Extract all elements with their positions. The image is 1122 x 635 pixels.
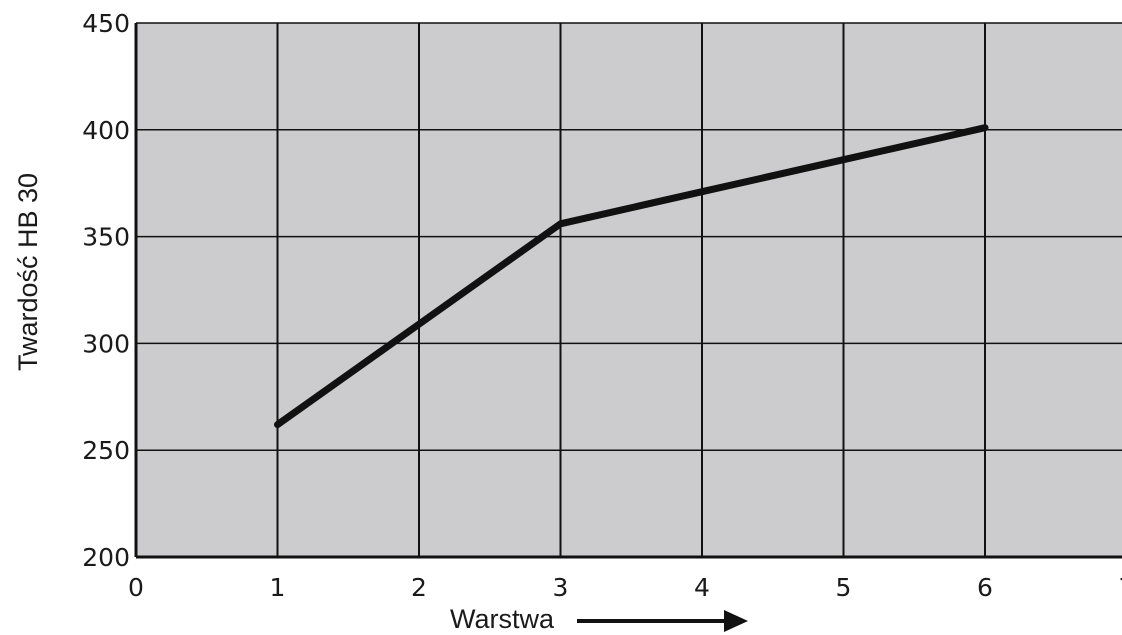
y-tick-label: 400: [82, 116, 130, 145]
y-tick-label: 350: [82, 223, 130, 252]
y-axis-title: Twardość HB 30: [13, 173, 43, 371]
y-tick-label: 450: [82, 9, 130, 38]
plot-area: [136, 23, 1122, 557]
y-tick-label: 250: [82, 436, 130, 465]
x-tick-label: 0: [128, 573, 144, 602]
x-tick-label: 3: [553, 573, 569, 602]
x-tick-label: 2: [411, 573, 427, 602]
y-tick-label: 300: [82, 329, 130, 358]
y-tick-label: 200: [82, 543, 130, 572]
x-tick-label: 4: [694, 573, 710, 602]
x-axis-title: Warstwa: [450, 604, 555, 634]
x-tick-label: 6: [977, 573, 993, 602]
x-tick-label: 7: [1119, 573, 1122, 602]
x-tick-label: 5: [836, 573, 852, 602]
x-tick-label: 1: [270, 573, 286, 602]
x-axis-arrow-icon: [577, 610, 748, 632]
series-line: [274, 124, 989, 429]
